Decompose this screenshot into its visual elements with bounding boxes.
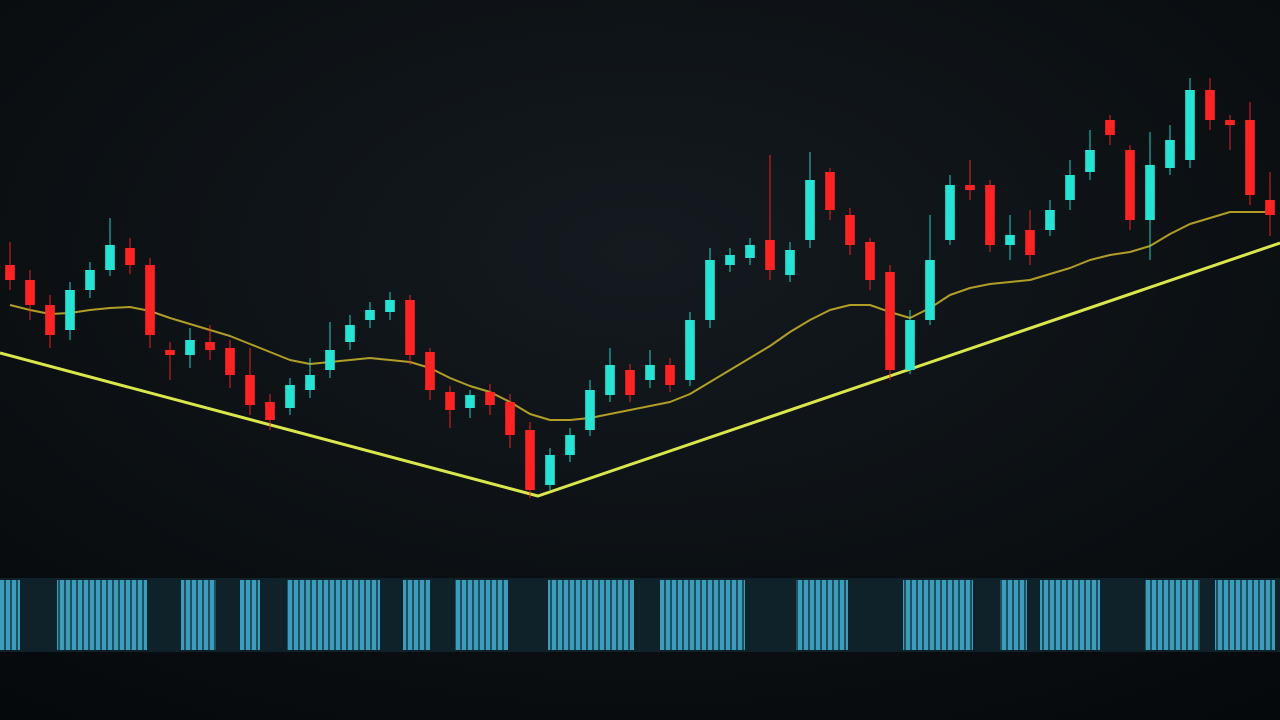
candle-body bbox=[805, 180, 815, 240]
candle-body bbox=[965, 185, 975, 190]
candle-body bbox=[1245, 120, 1255, 195]
candle-body bbox=[385, 300, 395, 312]
candle-body bbox=[285, 385, 295, 408]
candle-body bbox=[1125, 150, 1135, 220]
candle-body bbox=[665, 365, 675, 385]
candle-body bbox=[465, 395, 475, 408]
candle-body bbox=[885, 272, 895, 370]
candle-body bbox=[1065, 175, 1075, 200]
volume-group bbox=[287, 580, 380, 650]
candle-body bbox=[1105, 120, 1115, 135]
volume-group bbox=[57, 580, 147, 650]
candle-body bbox=[325, 350, 335, 370]
candle-body bbox=[865, 242, 875, 280]
candle-body bbox=[525, 430, 535, 490]
candle-body bbox=[1165, 140, 1175, 168]
candle-body bbox=[65, 290, 75, 330]
volume-group bbox=[796, 580, 848, 650]
candle-body bbox=[25, 280, 35, 305]
trend-line bbox=[0, 241, 1280, 498]
candle-body bbox=[265, 402, 275, 420]
candle-body bbox=[585, 390, 595, 430]
candle-body bbox=[185, 340, 195, 355]
candle-body bbox=[785, 250, 795, 275]
volume-group bbox=[1145, 580, 1200, 650]
candle-body bbox=[405, 300, 415, 355]
candle-body bbox=[45, 305, 55, 335]
candle-body bbox=[85, 270, 95, 290]
candle-body bbox=[925, 260, 935, 320]
volume-strip bbox=[0, 578, 1280, 652]
candle-body bbox=[305, 375, 315, 390]
candle-body bbox=[1005, 235, 1015, 245]
candle-body bbox=[1265, 200, 1275, 215]
volume-group bbox=[903, 580, 973, 650]
candle-body bbox=[1025, 230, 1035, 255]
candle-body bbox=[365, 310, 375, 320]
candle-body bbox=[1045, 210, 1055, 230]
candle-body bbox=[225, 348, 235, 375]
candle-body bbox=[605, 365, 615, 395]
volume-group bbox=[240, 580, 260, 650]
candle-body bbox=[345, 325, 355, 342]
candle-body bbox=[1085, 150, 1095, 172]
moving-average bbox=[9, 211, 1270, 421]
candle-body bbox=[485, 392, 495, 405]
volume-group bbox=[1040, 580, 1100, 650]
volume-group bbox=[181, 580, 216, 650]
volume-group bbox=[455, 580, 508, 650]
candle-body bbox=[745, 245, 755, 258]
candle-body bbox=[765, 240, 775, 270]
candle-body bbox=[1205, 90, 1215, 120]
candle-body bbox=[165, 350, 175, 355]
candle-body bbox=[685, 320, 695, 380]
candle-body bbox=[445, 392, 455, 410]
candle-body bbox=[205, 342, 215, 350]
candle-body bbox=[945, 185, 955, 240]
candle-body bbox=[1145, 165, 1155, 220]
candle-body bbox=[825, 172, 835, 210]
volume-group bbox=[548, 580, 634, 650]
candle-body bbox=[125, 248, 135, 265]
volume-group bbox=[1215, 580, 1275, 650]
candle-body bbox=[725, 255, 735, 265]
candle-body bbox=[1225, 120, 1235, 125]
candle-body bbox=[545, 455, 555, 485]
candle-body bbox=[425, 352, 435, 390]
candle-body bbox=[705, 260, 715, 320]
volume-group bbox=[1000, 580, 1027, 650]
candle-body bbox=[905, 320, 915, 370]
candle-body bbox=[5, 265, 15, 280]
candle-body bbox=[565, 435, 575, 455]
candle-body bbox=[985, 185, 995, 245]
candle-body bbox=[505, 402, 515, 435]
candle-body bbox=[625, 370, 635, 395]
volume-group bbox=[660, 580, 745, 650]
candle-body bbox=[845, 215, 855, 245]
volume-group bbox=[403, 580, 430, 650]
volume-group bbox=[0, 580, 20, 650]
candle-body bbox=[245, 375, 255, 405]
candle-body bbox=[1185, 90, 1195, 160]
candle-body bbox=[105, 245, 115, 270]
candle-body bbox=[645, 365, 655, 380]
candle-body bbox=[145, 265, 155, 335]
